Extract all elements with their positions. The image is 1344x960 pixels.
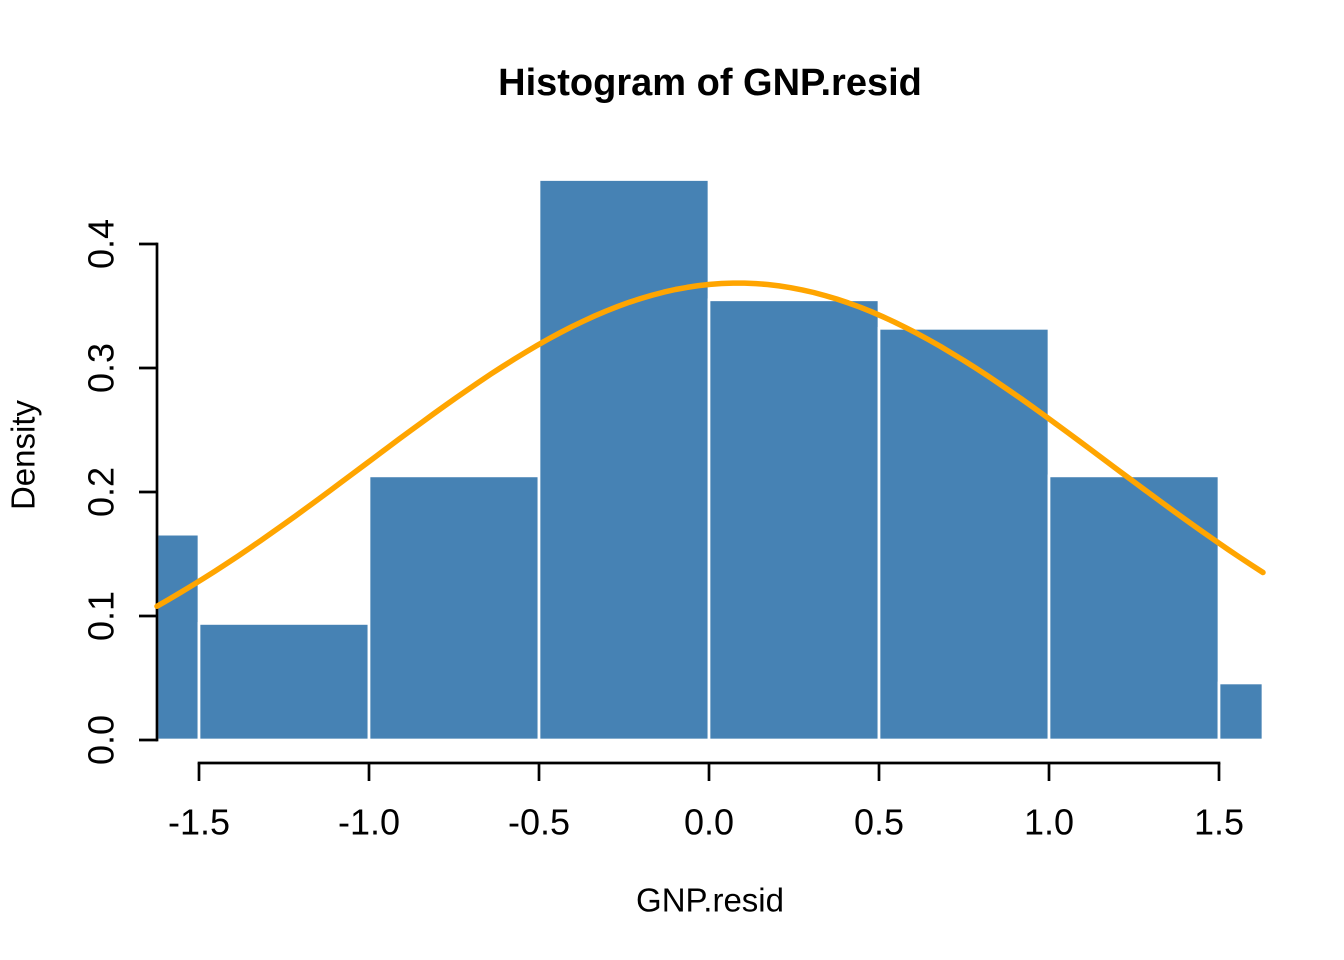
histogram-bar — [877, 326, 1051, 742]
histogram-bar — [155, 532, 201, 742]
y-tick-label: 0.1 — [81, 591, 122, 641]
histogram-bar — [707, 298, 881, 742]
x-tick-label: -1.0 — [338, 802, 400, 843]
density-curve — [154, 280, 1266, 609]
histogram-bar — [1217, 681, 1265, 742]
y-tick-label: 0.4 — [81, 219, 122, 269]
histogram-bar — [197, 622, 371, 742]
histogram-bar — [367, 474, 541, 742]
histogram-bar — [1047, 474, 1221, 742]
x-tick-label: -0.5 — [508, 802, 570, 843]
y-tick-label: 0.0 — [81, 715, 122, 765]
x-tick-label: 0.5 — [854, 802, 904, 843]
x-tick-label: 1.5 — [1194, 802, 1244, 843]
x-tick-label: -1.5 — [168, 802, 230, 843]
y-axis-label: Density — [4, 399, 42, 511]
chart-title: Histogram of GNP.resid — [498, 62, 922, 104]
x-tick-label: 1.0 — [1024, 802, 1074, 843]
y-tick-label: 0.2 — [81, 467, 122, 517]
x-tick-label: 0.0 — [684, 802, 734, 843]
x-axis-label: GNP.resid — [636, 881, 784, 919]
y-tick-label: 0.3 — [81, 343, 122, 393]
histogram-bar — [537, 178, 711, 742]
